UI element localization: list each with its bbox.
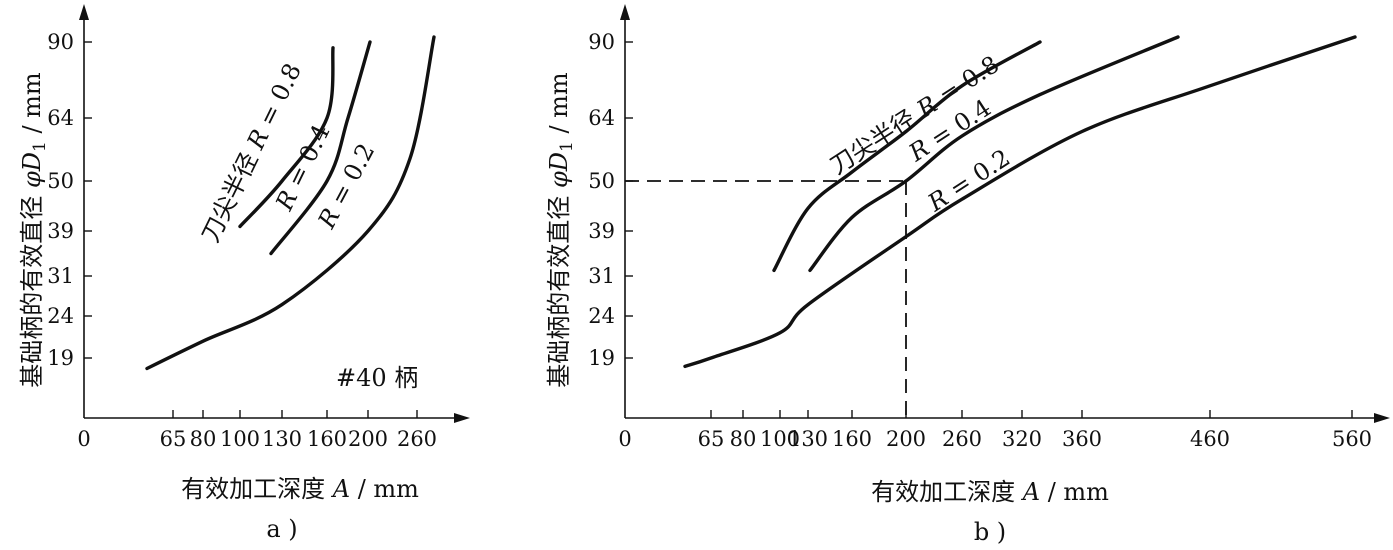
panel-a-x-axis-arrow [454,413,470,423]
b-x-tick-label-7: 260 [942,427,982,451]
b-y-tick-label-6: 90 [588,30,615,54]
panel-a-y-axis-arrow [79,4,89,20]
a-x-tick-label-4: 130 [262,427,302,451]
a-x-tick-label-7: 260 [397,427,437,451]
b-x-tick-label-4: 130 [788,427,828,451]
b-curve-R-0-2 [683,35,1357,369]
panel-a-ticks: 0 65 80 100 130 160 200 260 19 24 31 39 50 64 90 [47,30,437,451]
a-x-tick-label-0: 0 [77,427,90,451]
a-y-tick-label-6: 90 [47,30,74,54]
b-y-tick-label-4: 50 [588,169,615,193]
a-x-tick-label-3: 100 [220,427,260,451]
b-x-tick-label-8: 320 [1002,427,1042,451]
b-x-tick-label-1: 65 [698,427,725,451]
panel-b-y-axis-label: 基础柄的有效直径 φD1 / mm [545,72,577,388]
b-x-tick-label-3: 100 [760,427,800,451]
a-y-tick-label-0: 19 [47,346,74,370]
a-x-tick-label-2: 80 [190,427,217,451]
b-x-tick-label-0: 0 [618,427,631,451]
a-y-tick-label-3: 39 [47,219,74,243]
a-curve-R-0-4 [269,40,372,256]
a-y-tick-label-2: 31 [47,264,74,288]
a-y-tick-label-1: 24 [47,304,74,328]
panel-b-dashed-guide [625,180,907,418]
b-curve-R-0-4 [808,35,1180,273]
panel-a-curves [145,35,436,371]
panel-a-shank-note: #40 柄 [336,364,418,392]
panel-a-curve-labels: 刀尖半径 R = 0.8R = 0.4R = 0.2 [196,59,380,247]
b-x-tick-label-6: 200 [886,427,926,451]
panel-a-x-axis-label: 有效加工深度 A / mm [181,475,419,503]
a-curve-label-0: 刀尖半径 R = 0.8 [196,59,307,247]
b-y-tick-label-3: 39 [588,219,615,243]
b-y-tick-label-1: 24 [588,304,615,328]
b-curve-R-0-8 [772,40,1042,273]
a-curve-R-0-2 [145,35,436,371]
a-curve-R-0-8 [238,46,335,229]
b-y-tick-label-5: 64 [588,106,615,130]
a-x-tick-label-6: 200 [348,427,388,451]
panel-a-chart: 0 65 80 100 130 160 200 260 19 24 31 39 50 64 90 刀尖半径 … [18,4,470,543]
a-x-tick-label-1: 65 [160,427,187,451]
b-x-tick-label-9: 360 [1062,427,1102,451]
a-y-tick-label-4: 50 [47,169,74,193]
panel-a-y-axis-label: 基础柄的有效直径 φD1 / mm [18,72,50,388]
panel-b-caption: b ) [974,518,1006,546]
b-x-tick-label-11: 560 [1332,427,1372,451]
panel-b-curve-labels: 刀尖半径 R = 0.8R = 0.4R = 0.2 [825,50,1015,217]
b-x-tick-label-10: 460 [1190,427,1230,451]
panel-b-x-axis-arrow [1374,413,1390,423]
a-x-tick-label-5: 160 [307,427,347,451]
panel-a-caption: a ) [266,515,297,543]
b-y-tick-label-0: 19 [588,346,615,370]
a-y-tick-label-5: 64 [47,106,74,130]
b-y-tick-label-2: 31 [588,264,615,288]
panel-b-x-axis-label: 有效加工深度 A / mm [871,478,1109,506]
b-x-tick-label-2: 80 [730,427,757,451]
b-x-tick-label-5: 160 [832,427,872,451]
panel-b-curves [683,35,1357,369]
panel-b-y-axis-arrow [620,4,630,20]
